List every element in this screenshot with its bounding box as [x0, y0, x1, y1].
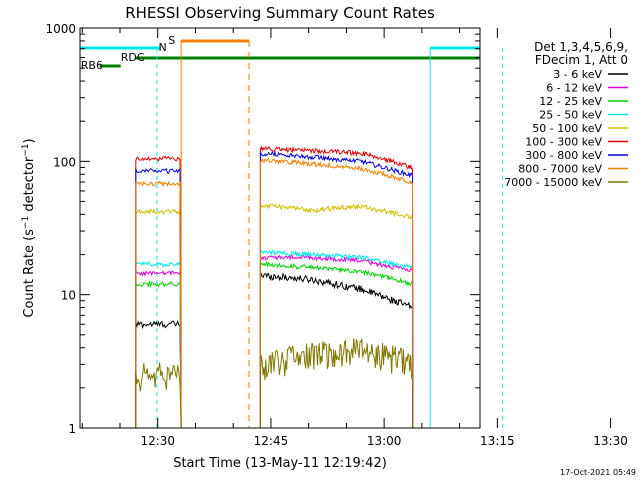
series-line-seg2-4: [259, 247, 414, 429]
legend: Det 1,3,4,5,6,9, FDecim 1, Att 0 3 - 6 k…: [504, 40, 628, 189]
series-line-seg1-5: [135, 208, 182, 429]
series-line-seg1-2: [135, 270, 182, 429]
legend-label-7: 300 - 800 keV: [525, 149, 602, 162]
y-tick-label-3: 1000: [45, 22, 76, 36]
y-tick-label-2: 100: [53, 155, 76, 169]
legend-label-2: 6 - 12 keV: [546, 82, 602, 95]
y-axis-label-exp2: −1: [21, 143, 31, 156]
x-tick-label-0: 12:30: [140, 434, 175, 448]
plot-frame: [79, 27, 481, 429]
series-line-seg1-8: [135, 180, 182, 429]
y-axis-label-end: ): [22, 138, 37, 143]
x-axis-label: Start Time (13-May-11 12:19:42): [173, 456, 387, 471]
legend-label-9: 7000 - 15000 keV: [504, 176, 602, 189]
x-tick-label-2: 13:00: [367, 434, 402, 448]
series-line-seg1-6: [135, 155, 182, 429]
y-tick-label-1: 10: [61, 289, 76, 303]
series-line-seg2-9: [259, 338, 414, 429]
legend-label-1: 3 - 6 keV: [553, 68, 602, 81]
series-line-seg2-3: [259, 260, 414, 429]
series-line-seg1-1: [135, 319, 182, 429]
series-line-seg1-9: [135, 362, 182, 429]
y-tick-label-0: 1: [68, 422, 76, 436]
flag-s-label: S: [168, 34, 175, 47]
series-line-seg1-4: [135, 261, 182, 429]
series-line-seg2-8: [259, 157, 414, 429]
series-line-seg2-2: [259, 254, 414, 429]
series-line-seg1-3: [135, 280, 182, 429]
legend-label-3: 12 - 25 keV: [539, 95, 602, 108]
y-axis-label: Count Rate (s−1 detector−1): [21, 138, 37, 317]
series-line-seg1-7: [135, 167, 182, 429]
y-axis-label-base: Count Rate (s: [22, 229, 37, 318]
legend-header-line-1: Det 1,3,4,5,6,9,: [534, 40, 628, 54]
x-tick-label-4: 13:30: [593, 434, 628, 448]
series-line-seg2-5: [259, 203, 414, 429]
legend-label-4: 25 - 50 keV: [539, 109, 602, 122]
legend-label-8: 800 - 7000 keV: [518, 163, 602, 176]
series-line-seg2-1: [259, 272, 414, 429]
x-tick-label-1: 12:45: [254, 434, 289, 448]
y-axis-label-mid: detector: [22, 156, 37, 216]
legend-label-5: 50 - 100 keV: [532, 122, 602, 135]
flag-rb6-label: RB6: [81, 59, 103, 72]
chart-title: RHESSI Observing Summary Count Rates: [125, 4, 435, 22]
series-line-seg2-7: [259, 150, 414, 429]
timestamp: 17-Oct-2021 05:49: [560, 468, 636, 477]
y-axis-label-exp1: −1: [21, 216, 31, 229]
legend-label-6: 100 - 300 keV: [525, 136, 602, 149]
flag-n-label: N: [158, 41, 166, 54]
data-layer: SN RDC RB6: [79, 34, 504, 429]
legend-header-line-2: FDecim 1, Att 0: [535, 53, 628, 67]
series-line-seg2-6: [259, 145, 414, 429]
flag-rdc-label: RDC: [121, 51, 145, 64]
x-tick-label-3: 13:15: [480, 434, 515, 448]
